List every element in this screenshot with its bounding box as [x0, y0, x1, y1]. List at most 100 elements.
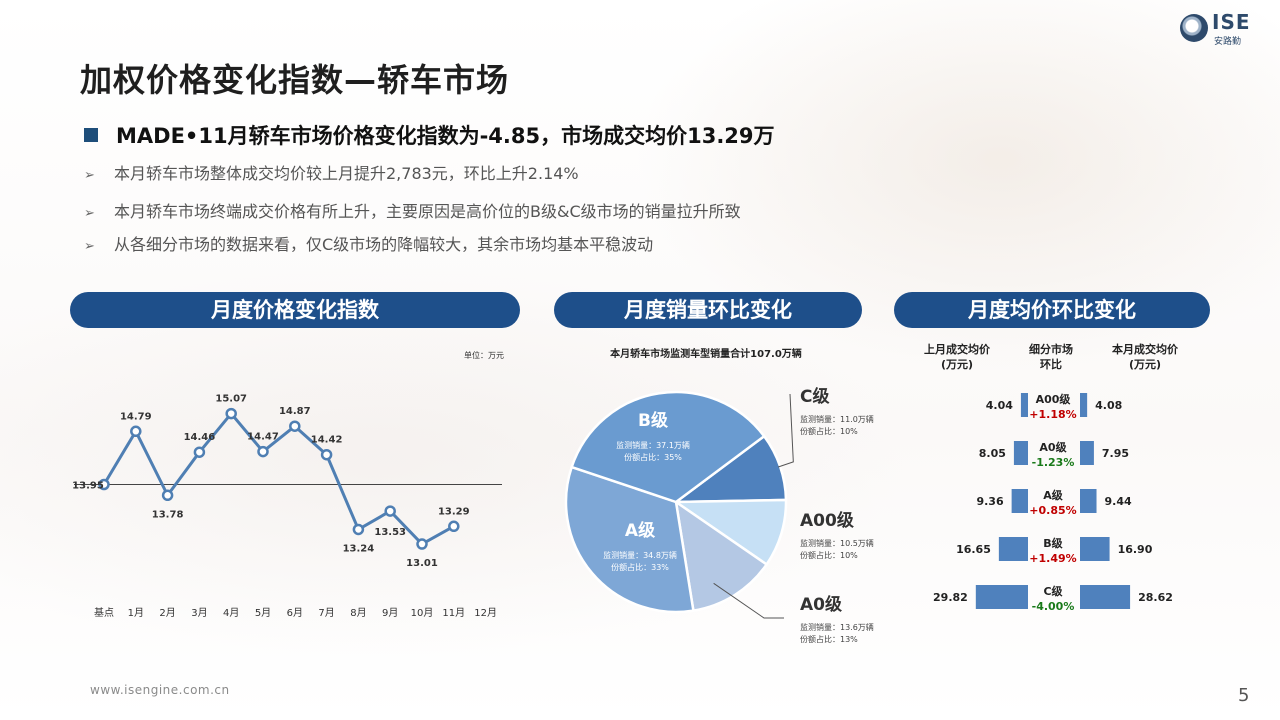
header-curr: 本月成交均价 — [1112, 342, 1179, 356]
data-label: 14.42 — [311, 435, 343, 446]
pie-title: 本月轿车市场监测车型销量合计107.0万辆 — [610, 347, 802, 360]
pie-slice — [570, 390, 766, 504]
curr-price-bar — [1080, 489, 1097, 513]
x-tick-label: 基点 — [94, 606, 114, 619]
slice-sales-label: 监测销量：11.0万辆 — [800, 414, 874, 424]
data-point — [130, 425, 142, 438]
bullet-text: 本月轿车市场终端成交价格有所上升，主要原因是高价位的B级&C级市场的销量拉升所致 — [114, 202, 741, 221]
logo-globe-icon — [1180, 14, 1208, 42]
segment-label: C级 — [1043, 584, 1063, 598]
bullet-text: 本月轿车市场整体成交均价较上月提升2,783元，环比上升2.14% — [114, 164, 579, 183]
data-point — [257, 445, 269, 458]
slice-sales-label: 监测销量：13.6万辆 — [800, 622, 874, 632]
slice-share-label: 份额占比：35% — [624, 452, 682, 462]
headline-text: MADE•11月轿车市场价格变化指数为-4.85，市场成交均价13.29万 — [116, 124, 775, 148]
header-mid: 细分市场 — [1029, 342, 1073, 356]
leader-line — [713, 582, 784, 619]
slice-name-label: A0级 — [800, 594, 842, 615]
prev-price-bar — [998, 537, 1028, 561]
pie-slice — [674, 499, 769, 613]
slice-name-label: A00级 — [800, 510, 854, 531]
prev-price-label: 29.82 — [933, 591, 968, 604]
x-tick-label: 9月 — [382, 607, 398, 619]
data-label: 13.29 — [438, 506, 470, 517]
x-tick-label: 5月 — [255, 607, 271, 619]
data-point — [161, 489, 174, 502]
segment-label: A0级 — [1039, 440, 1067, 454]
change-label: +1.49% — [1029, 552, 1076, 565]
price-index-line-chart: 单位：万元 13.95 14.79 13.78 14.46 15.07 14.47 14.87… — [72, 350, 504, 619]
price-index-series-line — [102, 412, 455, 546]
slice-name-label: A级 — [625, 520, 655, 541]
data-label: 13.95 — [72, 481, 104, 492]
data-point — [225, 407, 237, 420]
data-point — [384, 505, 396, 517]
logo-subtext: 安路勤 — [1214, 37, 1242, 47]
arrow-bullet-icon: ➢ — [84, 168, 95, 183]
prev-price-label: 4.04 — [986, 399, 1013, 412]
data-point — [416, 538, 428, 550]
data-label: 13.01 — [406, 558, 438, 569]
segment-label: A00级 — [1036, 392, 1072, 406]
segment-label: A级 — [1043, 488, 1064, 502]
header-prev: 上月成交均价 — [924, 342, 991, 356]
x-tick-label: 11月 — [442, 607, 465, 619]
prev-price-bar — [1013, 441, 1028, 465]
page-title: 加权价格变化指数—轿车市场 — [80, 61, 510, 99]
header-mid-2: 环比 — [1040, 357, 1062, 371]
prev-price-label: 9.36 — [976, 495, 1003, 508]
header-curr-unit: (万元) — [1129, 358, 1161, 371]
header-prev-unit: (万元) — [941, 358, 973, 371]
x-tick-label: 3月 — [191, 607, 207, 619]
change-label: +1.18% — [1029, 408, 1076, 421]
prev-price-bar — [1020, 393, 1028, 417]
bullet-item: ➢ 本月轿车市场整体成交均价较上月提升2,783元，环比上升2.14% — [84, 160, 579, 184]
panel-title-avg-price-change: 月度均价环比变化 — [894, 292, 1210, 328]
data-point — [98, 478, 110, 491]
slice-sales-label: 监测销量：37.1万辆 — [616, 440, 690, 450]
data-label: 15.07 — [215, 394, 247, 405]
curr-price-label: 28.62 — [1138, 591, 1173, 604]
data-label: 13.24 — [343, 543, 375, 554]
prev-price-bar — [1011, 489, 1028, 513]
leader-line — [778, 393, 794, 468]
slice-share-label: 份额占比：33% — [611, 562, 669, 572]
bullet-item: ➢ 本月轿车市场终端成交价格有所上升，主要原因是高价位的B级&C级市场的销量拉升所… — [84, 198, 741, 222]
prev-price-label: 16.65 — [956, 543, 991, 556]
data-point — [193, 446, 206, 458]
change-label: -1.23% — [1032, 456, 1075, 469]
curr-price-label: 4.08 — [1095, 399, 1122, 412]
curr-price-bar — [1080, 537, 1110, 561]
prev-price-label: 8.05 — [979, 447, 1006, 460]
change-label: +0.85% — [1029, 504, 1076, 517]
curr-price-label: 16.90 — [1118, 543, 1153, 556]
curr-price-label: 9.44 — [1105, 495, 1132, 508]
data-point — [289, 420, 301, 432]
slice-share-label: 份额占比：10% — [800, 426, 858, 436]
data-point — [352, 523, 365, 536]
panel-title-sales-change: 月度销量环比变化 — [554, 292, 862, 328]
data-label: 13.53 — [374, 527, 406, 538]
logo-text: ISE — [1212, 10, 1251, 34]
slice-share-label: 份额占比：13% — [800, 634, 858, 644]
x-tick-label: 12月 — [474, 607, 497, 619]
x-tick-label: 10月 — [411, 607, 434, 619]
slice-sales-label: 监测销量：34.8万辆 — [603, 550, 677, 560]
data-label: 14.79 — [120, 411, 152, 422]
sales-share-pie-chart: 本月轿车市场监测车型销量合计107.0万辆 C级监测销量：11.0万辆份额占比：1… — [564, 347, 874, 644]
pie-slice — [564, 465, 695, 614]
data-point — [320, 448, 333, 461]
footer-website: www.isengine.com.cn — [90, 683, 230, 697]
company-logo: ISE 安路勤 — [1180, 8, 1266, 48]
panel-title-price-index: 月度价格变化指数 — [70, 292, 520, 328]
data-point — [448, 520, 460, 533]
curr-price-bar — [1080, 585, 1131, 609]
x-tick-label: 2月 — [159, 607, 175, 619]
segment-label: B级 — [1043, 536, 1063, 550]
arrow-bullet-icon: ➢ — [84, 206, 95, 221]
slice-name-label: B级 — [638, 410, 668, 431]
square-bullet-icon — [84, 128, 98, 142]
x-tick-label: 4月 — [223, 607, 239, 619]
curr-price-bar — [1080, 393, 1088, 417]
